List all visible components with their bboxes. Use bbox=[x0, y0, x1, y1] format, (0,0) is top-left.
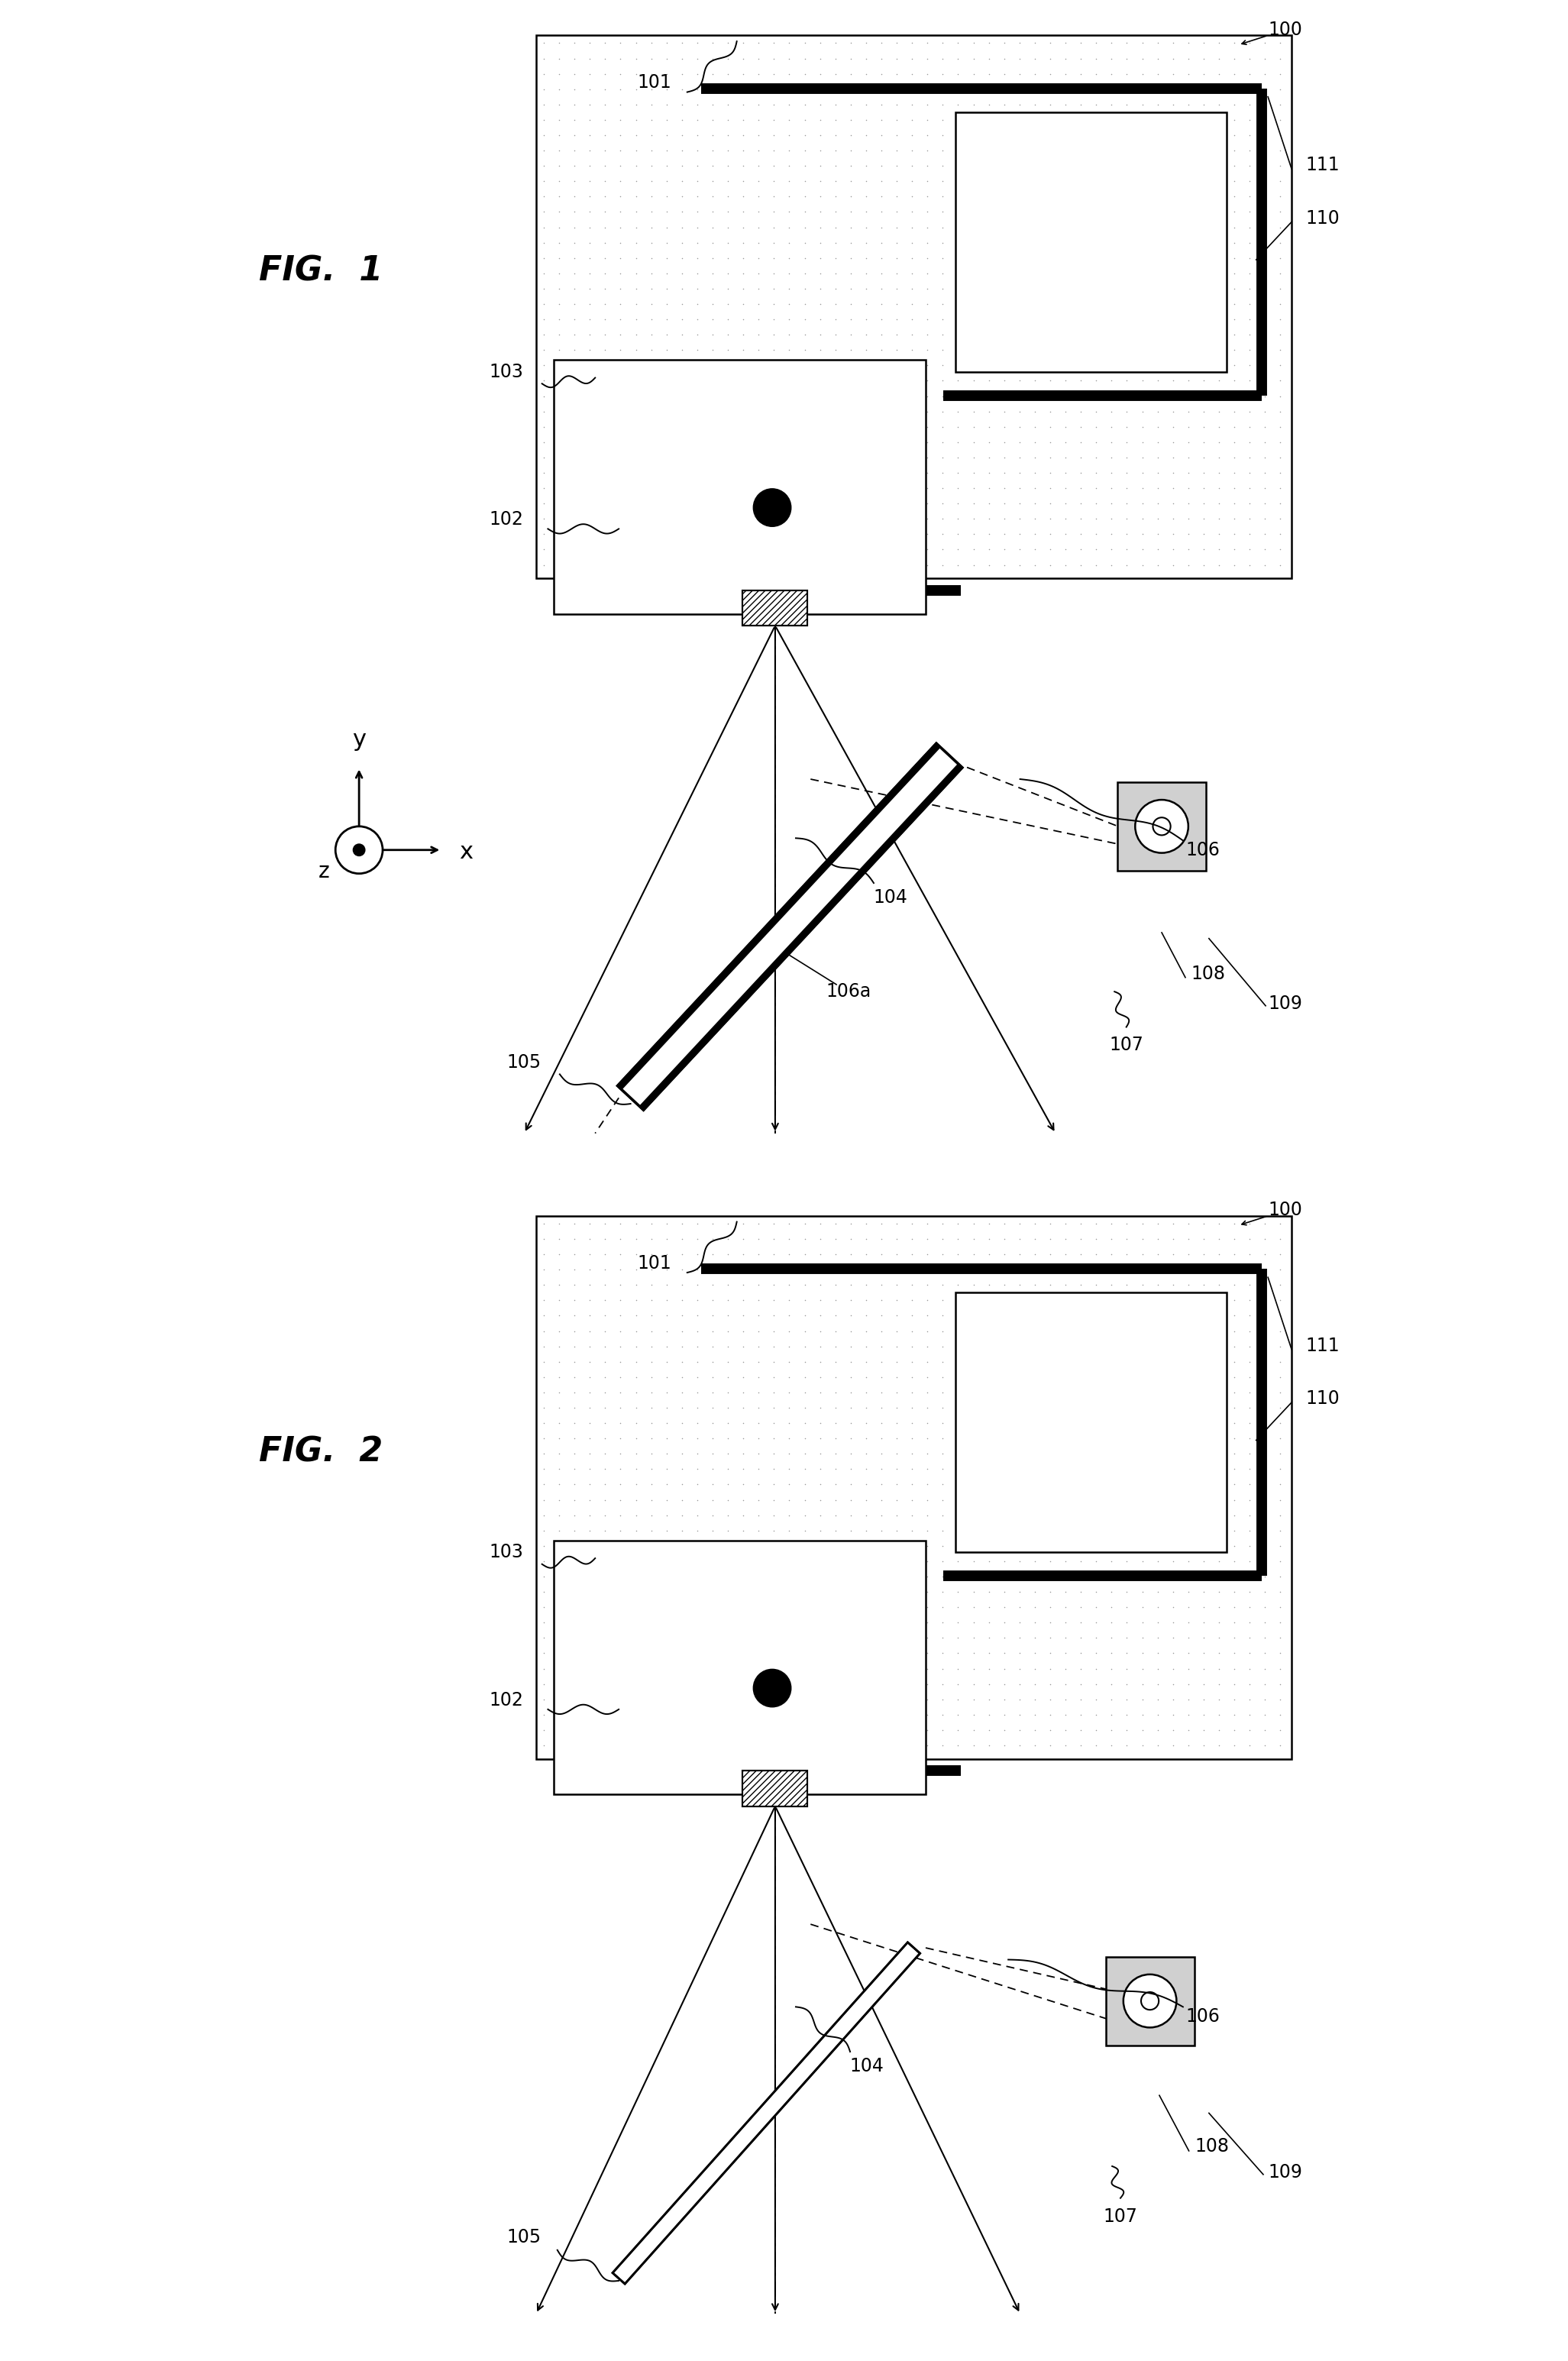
Text: 110: 110 bbox=[1306, 210, 1341, 227]
Bar bbox=[554, 1539, 925, 1794]
Circle shape bbox=[336, 826, 383, 874]
Bar bbox=[1118, 781, 1206, 871]
Circle shape bbox=[1142, 1993, 1159, 2009]
Text: 100: 100 bbox=[1269, 1202, 1303, 1218]
Bar bbox=[554, 359, 925, 614]
Text: 111: 111 bbox=[1306, 156, 1339, 175]
Bar bbox=[743, 590, 808, 626]
Text: 104: 104 bbox=[850, 2056, 884, 2075]
Text: 109: 109 bbox=[1269, 2163, 1303, 2182]
Text: 105: 105 bbox=[506, 2229, 541, 2245]
Text: 104: 104 bbox=[873, 888, 908, 907]
Text: 105: 105 bbox=[506, 1053, 541, 1072]
Text: 106: 106 bbox=[1185, 2007, 1220, 2026]
Bar bbox=[1105, 1957, 1195, 2045]
Text: FIG.  2: FIG. 2 bbox=[259, 1435, 383, 1469]
Text: z: z bbox=[318, 859, 329, 883]
Circle shape bbox=[1123, 1974, 1176, 2028]
Text: FIG.  1: FIG. 1 bbox=[259, 255, 383, 288]
Text: 101: 101 bbox=[637, 73, 671, 92]
Bar bbox=[955, 1294, 1226, 1554]
Text: 108: 108 bbox=[1195, 2137, 1229, 2156]
Text: 100: 100 bbox=[1269, 21, 1303, 38]
Text: 107: 107 bbox=[1104, 2208, 1137, 2226]
Text: y: y bbox=[353, 730, 365, 751]
Polygon shape bbox=[613, 1943, 920, 2283]
Bar bbox=[955, 111, 1226, 373]
Text: 109: 109 bbox=[1269, 994, 1303, 1013]
Text: 106a: 106a bbox=[826, 982, 872, 1001]
Text: 103: 103 bbox=[489, 1544, 524, 1561]
Circle shape bbox=[1135, 800, 1189, 852]
Text: 103: 103 bbox=[489, 364, 524, 380]
Bar bbox=[743, 1771, 808, 1806]
Circle shape bbox=[1152, 817, 1171, 836]
Polygon shape bbox=[622, 748, 958, 1105]
Polygon shape bbox=[618, 744, 963, 1110]
Text: x: x bbox=[459, 841, 474, 864]
Bar bbox=[536, 1216, 1292, 1759]
Bar bbox=[743, 590, 808, 626]
Circle shape bbox=[353, 843, 365, 855]
Bar bbox=[536, 35, 1292, 578]
Text: 102: 102 bbox=[489, 1690, 524, 1709]
Text: 108: 108 bbox=[1192, 966, 1226, 982]
Circle shape bbox=[753, 1669, 792, 1707]
Text: 101: 101 bbox=[637, 1254, 671, 1273]
Text: 111: 111 bbox=[1306, 1336, 1339, 1355]
Circle shape bbox=[753, 489, 792, 527]
Bar bbox=[743, 1771, 808, 1806]
Text: 106: 106 bbox=[1185, 841, 1220, 859]
Text: 110: 110 bbox=[1306, 1391, 1341, 1407]
Text: 107: 107 bbox=[1109, 1036, 1143, 1053]
Text: 102: 102 bbox=[489, 510, 524, 529]
